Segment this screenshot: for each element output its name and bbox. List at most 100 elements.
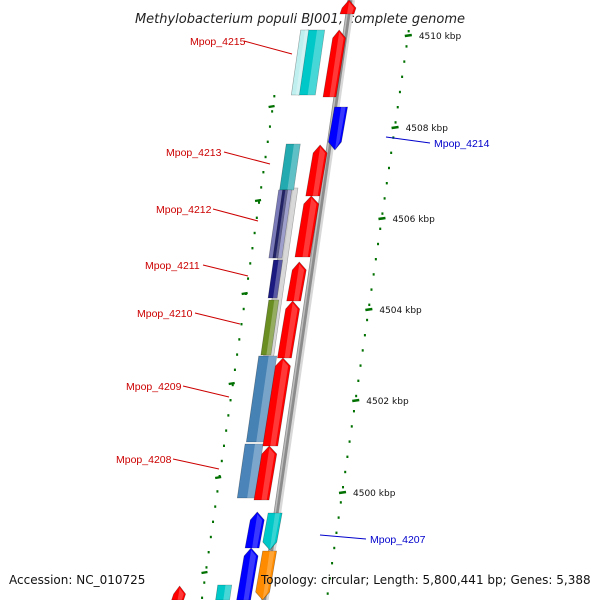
scale-minor-tick <box>390 151 393 154</box>
scale-major-tick <box>352 398 360 403</box>
scale-minor-tick <box>328 577 331 580</box>
inner-guide-tick <box>233 368 236 371</box>
scale-minor-tick <box>387 166 390 170</box>
scale-minor-tick <box>407 30 410 33</box>
scale-minor-tick <box>385 182 388 185</box>
scale-minor-tick <box>398 90 401 94</box>
cyan-feature-shadow[interactable] <box>290 29 310 96</box>
inner-guide-tick <box>249 262 252 265</box>
gene-arrow-orange[interactable] <box>255 550 278 600</box>
inner-guide-tick <box>253 231 256 235</box>
scale-minor-tick <box>379 227 382 230</box>
inner-guide-tick <box>260 186 263 189</box>
inner-guide-tick <box>229 399 232 402</box>
scale-minor-tick <box>337 516 340 519</box>
gene-label-mpop-4210[interactable]: Mpop_4210 <box>137 308 241 325</box>
scale-minor-tick <box>331 562 334 565</box>
gene-labels: Mpop_4215 Mpop_4213 Mpop_4212 Mpop_4211 Mpop… <box>116 36 490 546</box>
inner-guide-tick <box>268 125 271 128</box>
gene-arrow-4209[interactable] <box>262 357 291 447</box>
scale-minor-tick <box>361 349 364 352</box>
scale-minor-tick <box>363 334 366 337</box>
gene-label-mpop-4215[interactable]: Mpop_4215 <box>190 36 293 55</box>
scale-minor-tick <box>403 60 406 63</box>
gene-label-mpop-4212[interactable]: Mpop_4212 <box>156 204 259 222</box>
gene-arrow-cyan[interactable] <box>262 512 283 551</box>
gene-arrow-4207b[interactable] <box>236 547 259 600</box>
gene-label-mpop-4213[interactable]: Mpop_4213 <box>166 147 271 165</box>
gene-label-mpop-4207[interactable]: Mpop_4207 <box>319 534 426 546</box>
gene-label-mpop-4208[interactable]: Mpop_4208 <box>116 454 220 470</box>
inner-guide-tick <box>216 490 219 493</box>
inner-guide-tick <box>271 110 274 113</box>
inner-guide-tick <box>207 551 210 554</box>
scale-minor-tick <box>342 486 345 489</box>
inner-major-tick <box>201 570 208 575</box>
gene-arrow-4215[interactable] <box>322 29 346 98</box>
accession-text: Accession: NC_010725 <box>9 573 146 587</box>
scale-minor-tick <box>377 242 380 246</box>
inner-guide-tick <box>212 520 215 523</box>
gene-label-mpop-4211[interactable]: Mpop_4211 <box>145 260 249 277</box>
cyan-feature-bottom[interactable] <box>215 584 233 600</box>
scale-minor-tick <box>348 440 351 443</box>
inner-guide-tick <box>203 581 206 584</box>
gene-arrow-4207a[interactable] <box>244 511 265 549</box>
inner-guide-tick <box>220 459 223 463</box>
scale-minor-tick <box>381 212 384 215</box>
scale-minor-tick <box>370 288 373 291</box>
inner-guide-tick <box>251 247 254 250</box>
gene-arrow-4210[interactable] <box>277 300 300 359</box>
inner-guide-tick <box>273 95 276 98</box>
inner-guide-tick <box>247 277 250 280</box>
gene-arrow-4214[interactable] <box>328 106 348 151</box>
gene-arrow-4211[interactable] <box>286 261 307 302</box>
gene-arrow-4208[interactable] <box>253 445 278 501</box>
gene-track <box>171 0 357 600</box>
scale-minor-tick <box>359 364 362 367</box>
inner-major-tick <box>268 104 275 109</box>
inner-major-tick <box>241 291 248 296</box>
scale-minor-tick <box>326 592 329 595</box>
gene-label-mpop-4214[interactable]: Mpop_4214 <box>385 136 490 150</box>
scale-tick-label: 4502 kbp <box>366 397 409 407</box>
inner-guide-tick <box>262 171 265 174</box>
navy-feature-4212b[interactable] <box>272 189 288 259</box>
inner-guide-tick <box>238 338 241 341</box>
olive-feature-4210[interactable] <box>260 299 280 356</box>
cyan-feature-4213[interactable] <box>279 143 301 191</box>
scale-minor-tick <box>372 273 375 276</box>
inner-guide-tick <box>209 535 212 539</box>
scale-minor-tick <box>346 455 349 458</box>
gene-arrow-bottom-left[interactable] <box>171 585 186 600</box>
gene-arrow-4212[interactable] <box>294 195 320 258</box>
scale-minor-tick <box>401 75 404 78</box>
inner-guide-tick <box>236 353 239 356</box>
inner-guide-tick <box>264 155 267 159</box>
scale-minor-tick <box>368 303 371 306</box>
genome-backbone <box>261 0 355 600</box>
gene-arrow-top[interactable] <box>339 0 357 15</box>
scale-tick-label: 4510 kbp <box>419 32 462 42</box>
svg-text:Mpop_4210: Mpop_4210 <box>137 308 193 320</box>
inner-guide-tick <box>266 140 269 143</box>
map-title: Methylobacterium populi BJ001, complete … <box>135 12 465 27</box>
scale-tick-label: 4508 kbp <box>406 124 449 134</box>
gene-label-mpop-4209[interactable]: Mpop_4209 <box>126 381 230 398</box>
steel-feature-4208[interactable] <box>236 443 264 499</box>
scale-minor-tick <box>355 394 358 398</box>
svg-text:Mpop_4215: Mpop_4215 <box>190 36 246 48</box>
svg-text:Mpop_4214: Mpop_4214 <box>434 138 490 150</box>
scale-ruler: 4510 kbp 4508 kbp 4506 kbp 4504 kbp 4502 kbp… <box>201 30 462 599</box>
navy-feature-4211[interactable] <box>267 259 283 299</box>
scale-minor-tick <box>405 45 408 48</box>
svg-text:Mpop_4212: Mpop_4212 <box>156 204 212 216</box>
feature-track <box>215 29 326 600</box>
gene-arrow-4213[interactable] <box>305 144 328 197</box>
inner-guide-tick <box>240 323 243 326</box>
inner-guide-tick <box>255 216 258 219</box>
scale-major-tick <box>378 216 386 221</box>
inner-guide-tick <box>222 444 225 447</box>
inner-major-tick <box>214 475 222 480</box>
